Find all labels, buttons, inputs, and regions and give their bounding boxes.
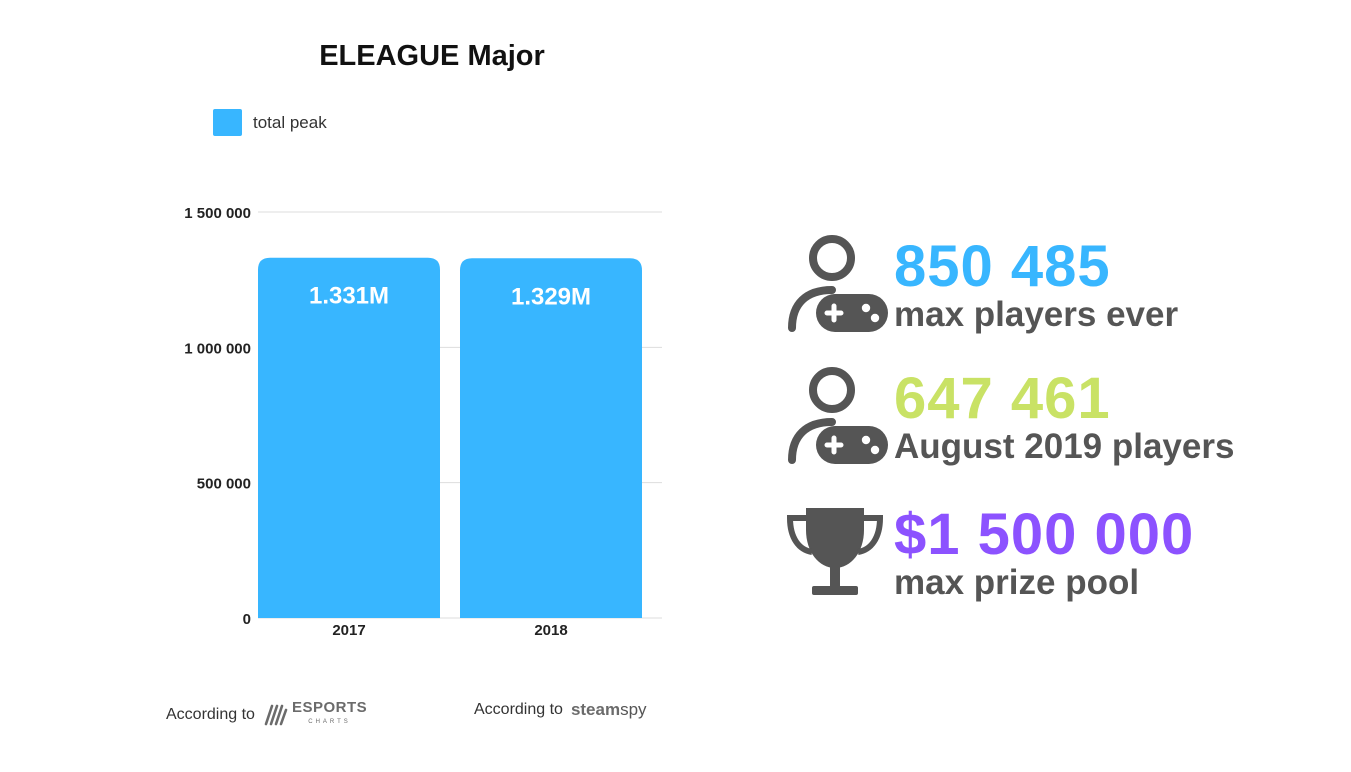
source-esports-charts: According to ESPORTS CHARTS [166,700,367,730]
bar-data-label: 1.329M [511,283,591,310]
chart-title: ELEAGUE Major [319,40,545,72]
stat-max-players: 850 485 max players ever [782,232,1178,340]
source-prefix: According to [166,706,255,723]
stat-label: max prize pool [894,563,1140,602]
stat-value: 647 461 [894,366,1111,431]
stat-label: August 2019 players [894,427,1235,466]
steamspy-logo: steam spy [571,700,647,720]
esports-brand-text: ESPORTS [291,699,368,716]
legend-label: total peak [253,112,327,132]
bar [460,258,642,618]
stat-august-players: 647 461 August 2019 players [782,364,1234,472]
bar-chart: 0 500 000 1 000 000 1 500 000 1.331M 2017 1.32… [184,205,662,639]
esports-charts-logo: ESPORTS CHARTS [263,700,367,730]
source-steamspy: According to steam spy [474,700,647,720]
y-tick-label: 500 000 [197,476,251,493]
chart-legend: total peak [213,109,327,136]
y-tick-label: 1 500 000 [184,205,251,222]
bar-data-label: 1.331M [309,283,389,310]
esports-charts-icon [264,704,288,726]
player-gamepad-icon [788,367,888,464]
trophy-icon [786,508,884,595]
y-tick-label: 1 000 000 [184,340,251,357]
player-gamepad-icon [788,235,888,332]
steamspy-brand-bold: steam [570,700,621,719]
bar [258,257,440,618]
x-tick-label: 2017 [332,622,365,639]
legend-swatch [213,109,242,136]
y-tick-label: 0 [243,611,251,628]
stat-value: 850 485 [894,234,1111,299]
steamspy-brand-rest: spy [620,700,647,719]
stat-prize-pool: $1 500 000 max prize pool [782,500,1194,608]
stat-label: max players ever [894,295,1179,334]
esports-brand-subtext: CHARTS [308,719,351,725]
x-tick-label: 2018 [534,622,567,639]
source-prefix: According to [474,701,563,718]
stat-value: $1 500 000 [894,502,1195,567]
